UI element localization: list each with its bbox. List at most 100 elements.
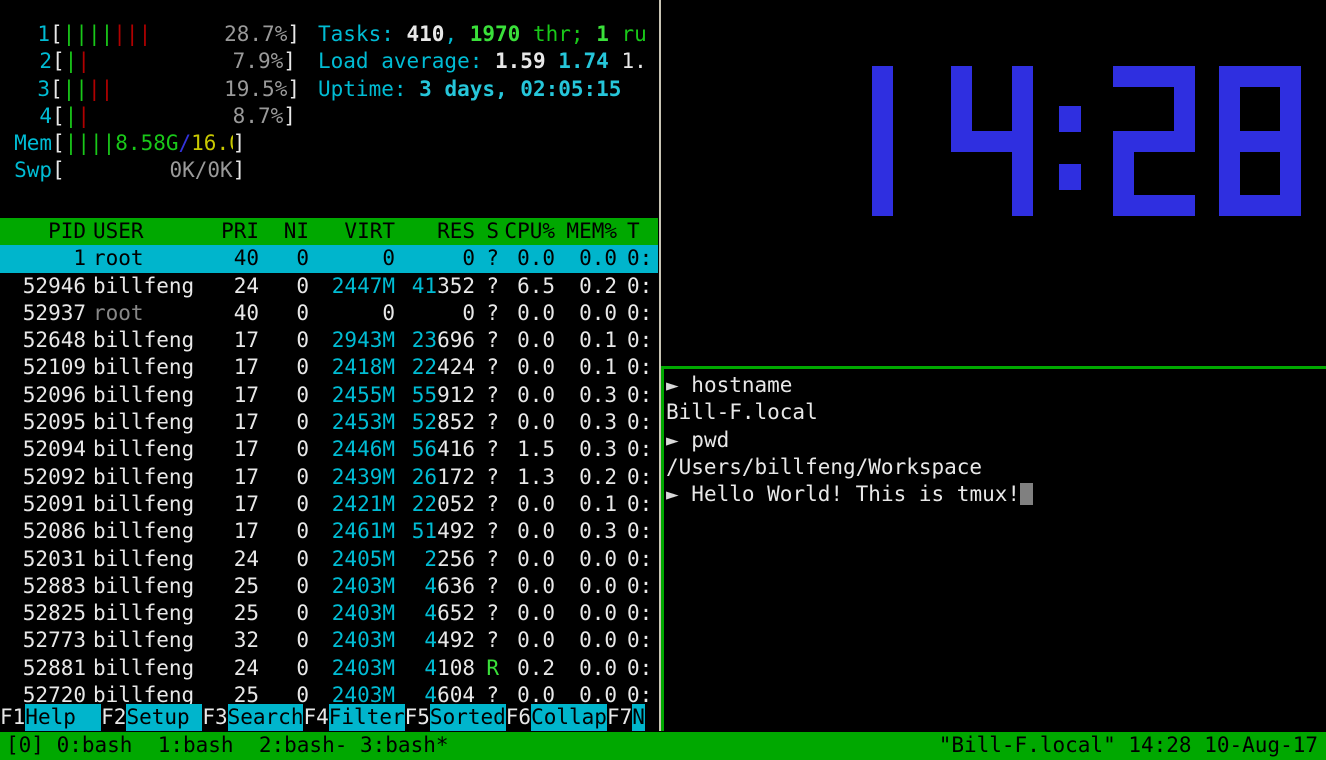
process-cpu: 0.0	[517, 382, 555, 407]
process-row[interactable]: 52092 billfeng 17 0 2439M 26172? 1.3 0.2 0:	[0, 464, 658, 491]
function-label-f3[interactable]: Search	[227, 704, 304, 731]
process-row[interactable]: 52825 billfeng 25 0 2403M 4652? 0.0 0.0 0:	[0, 600, 658, 627]
process-row[interactable]: 52096 billfeng 17 0 2455M 55912? 0.0 0.3 0:	[0, 382, 658, 409]
process-time: 0:	[627, 382, 653, 407]
process-row[interactable]: 52031 billfeng 24 0 2405M 2256? 0.0 0.0 0:	[0, 546, 658, 573]
process-state: ?	[486, 355, 499, 380]
function-key-f2[interactable]: F2	[101, 704, 127, 731]
status-bar-windows[interactable]: [0] 0:bash 1:bash 2:bash- 3:bash*	[6, 733, 449, 758]
column-header-virt[interactable]: VIRT	[344, 219, 395, 243]
process-virt: 2403M	[331, 683, 395, 708]
process-cpu: 0.0	[517, 601, 555, 626]
column-header-mem[interactable]: MEM%	[566, 219, 617, 243]
process-time: 0:	[627, 464, 653, 489]
process-pri: 17	[233, 382, 259, 407]
meter-bracket-close: ]	[287, 76, 300, 101]
process-pri: 24	[233, 273, 259, 298]
process-row[interactable]: 52883 billfeng 25 0 2403M 4636? 0.0 0.0 0:	[0, 573, 658, 600]
function-key-f1[interactable]: F1	[0, 704, 26, 731]
process-res: 52852	[395, 409, 475, 436]
tmux-pane-shell[interactable]: ► hostname Bill-F.local ► pwd/Users/billfe…	[666, 372, 1326, 731]
function-key-f4[interactable]: F4	[303, 704, 329, 731]
process-res: 22424	[395, 354, 475, 381]
load-1min: 1.59	[495, 49, 546, 74]
pane-divider-vertical[interactable]	[659, 0, 661, 731]
process-state: ?	[486, 573, 499, 598]
clock-segment-f	[951, 66, 972, 141]
column-header-pri[interactable]: PRI	[221, 219, 259, 243]
function-label-f4[interactable]: Filter	[328, 704, 405, 731]
process-user: billfeng	[93, 273, 195, 298]
column-header-pid[interactable]: PID	[48, 219, 86, 243]
process-user: billfeng	[93, 573, 195, 598]
process-table-header[interactable]: PID USER PRI NI VIRT RES S CPU% MEM% T	[0, 218, 658, 246]
tmux-pane-clock[interactable]	[663, 0, 1326, 366]
process-row[interactable]: 52109 billfeng 17 0 2418M 22424? 0.0 0.1 0:	[0, 354, 658, 381]
process-time: 0:	[627, 683, 653, 708]
htop-process-table[interactable]: PID USER PRI NI VIRT RES S CPU% MEM% T 1 root 40 0 0 0…	[0, 218, 658, 709]
process-row[interactable]: 52720 billfeng 25 0 2403M 4604? 0.0 0.0 0:	[0, 682, 658, 709]
function-label-f1[interactable]: Help	[25, 704, 102, 731]
process-row[interactable]: 52095 billfeng 17 0 2453M 52852? 0.0 0.3 0:	[0, 409, 658, 436]
process-res: 51492	[395, 518, 475, 545]
process-user: billfeng	[93, 382, 195, 407]
process-cpu: 0.0	[517, 328, 555, 353]
shell-output-line: /Users/billfeng/Workspace	[666, 454, 1326, 481]
process-row[interactable]: 52881 billfeng 24 0 2403M 4108 R 0.2 0.0 0:	[0, 655, 658, 682]
process-cpu: 1.5	[517, 437, 555, 462]
function-key-f7[interactable]: F7	[606, 704, 633, 731]
clock-segment-b	[1012, 66, 1033, 141]
function-key-f5[interactable]: F5	[404, 704, 430, 731]
process-row[interactable]: 52091 billfeng 17 0 2421M 22052? 0.0 0.1 0:	[0, 491, 658, 518]
process-time: 0:	[627, 601, 653, 626]
process-row[interactable]: 52946 billfeng 24 0 2447M 41352? 6.5 0.2 0:	[0, 273, 658, 300]
pane-divider-horizontal[interactable]	[663, 366, 1326, 369]
process-res-high: 4	[424, 573, 438, 598]
process-row[interactable]: 52094 billfeng 17 0 2446M 56416? 1.5 0.3 0:	[0, 436, 658, 463]
function-label-f2[interactable]: Setup	[126, 704, 203, 731]
htop-function-key-bar[interactable]: F1 Help F2 Setup F3 Search F4 Filter F5 Sorted F…	[0, 704, 658, 731]
cpu-meter-label: 1	[37, 22, 50, 46]
process-state: ?	[486, 246, 499, 271]
function-label-f6[interactable]: Collap	[531, 704, 607, 731]
process-pri: 32	[233, 628, 259, 653]
process-row[interactable]: 52773 billfeng 32 0 2403M 4492? 0.0 0.0 0:	[0, 627, 658, 654]
function-key-f6[interactable]: F6	[505, 704, 532, 731]
function-label-f7[interactable]: N	[632, 704, 645, 731]
tmux-status-bar[interactable]: [0] 0:bash 1:bash 2:bash- 3:bash* "Bill-…	[0, 732, 1326, 760]
column-header-ni[interactable]: NI	[283, 219, 309, 243]
cpu-meter-1: 1[||||||| 28.7%]	[0, 21, 300, 48]
process-user: billfeng	[93, 519, 195, 544]
column-header-t[interactable]: T	[627, 219, 640, 243]
process-pri: 17	[233, 491, 259, 516]
process-row[interactable]: 52086 billfeng 17 0 2461M 51492? 0.0 0.3 0:	[0, 518, 658, 545]
column-header-user[interactable]: USER	[93, 219, 144, 243]
column-header-cpu[interactable]: CPU%	[504, 219, 555, 243]
status-bar-session-info: "Bill-F.local" 14:28 10-Aug-17	[938, 733, 1318, 758]
process-pri: 40	[233, 246, 259, 271]
clock-colon	[1057, 66, 1087, 216]
process-row[interactable]: 1 root 40 0 0 0? 0.0 0.0 0:	[0, 245, 658, 273]
process-pid: 52773	[22, 628, 86, 653]
process-ni: 0	[296, 683, 309, 708]
process-time: 0:	[627, 246, 653, 271]
mem-meter-bar: ||||8.58G/16.0G	[65, 130, 233, 157]
tmux-pane-htop[interactable]: 1[||||||| 28.7%] 2[|| 7.9%] 3[|||| 19.5%] 4[||…	[0, 0, 658, 731]
process-table-body[interactable]: 1 root 40 0 0 0? 0.0 0.0 0: 52946 billfeng 24 0 2447M…	[0, 245, 658, 709]
meter-bar-green: |	[62, 76, 76, 101]
process-row[interactable]: 52937 root 40 0 0 0? 0.0 0.0 0:	[0, 300, 658, 327]
running-label: ru	[608, 22, 647, 46]
process-mem: 0.0	[579, 300, 617, 325]
function-key-f3[interactable]: F3	[202, 704, 228, 731]
process-cpu: 0.0	[517, 683, 555, 708]
column-header-res[interactable]: RES	[437, 219, 475, 243]
swap-meter-bar: 0K/0K	[65, 157, 232, 184]
meter-bar-green: |	[77, 131, 90, 156]
clock-digit-4	[951, 66, 1033, 216]
function-label-f5[interactable]: Sorted	[429, 704, 506, 731]
column-header-s[interactable]: S	[486, 219, 499, 243]
process-user: billfeng	[93, 601, 195, 626]
process-pid: 52109	[22, 355, 86, 380]
process-row[interactable]: 52648 billfeng 17 0 2943M 23696? 0.0 0.1 0:	[0, 327, 658, 354]
process-res-high: 4	[424, 683, 438, 708]
